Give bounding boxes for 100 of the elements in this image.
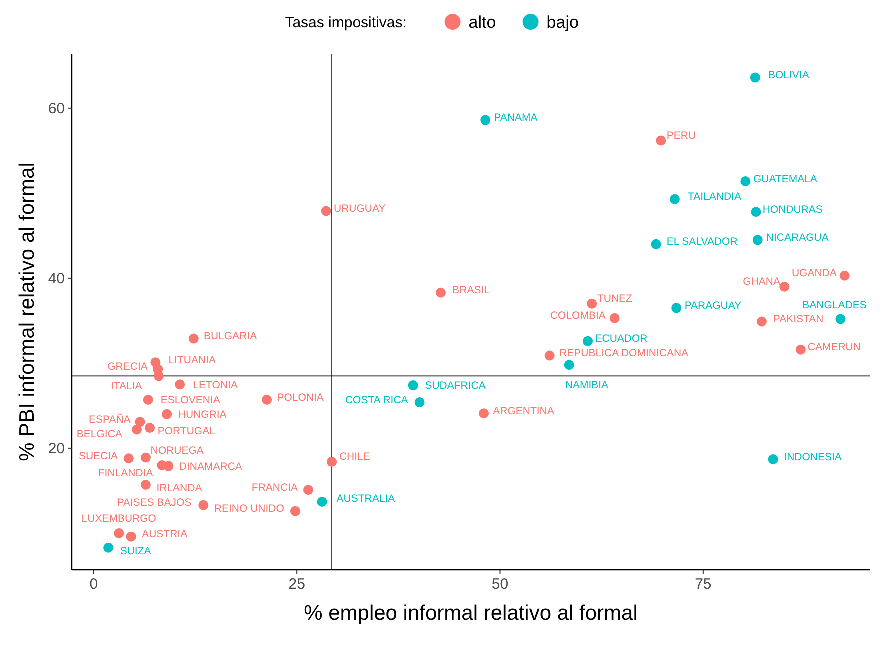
point	[564, 360, 574, 370]
annotation: COLOMBIA	[550, 310, 606, 322]
point	[140, 480, 151, 490]
point	[414, 398, 425, 408]
point	[175, 380, 186, 390]
annotation: URUGUAY	[334, 203, 386, 216]
annotation: CHILE	[339, 451, 370, 464]
annotation: SUECIA	[78, 450, 118, 462]
y-axis-title: % PBI informal relativo al formal	[16, 162, 39, 462]
annotation: LUXEMBURGO	[82, 513, 156, 526]
point	[327, 457, 338, 468]
annotation: PANAMA	[494, 112, 538, 124]
point	[610, 313, 620, 324]
annotation: INDONESIA	[784, 451, 842, 464]
annotation: UGANDA	[792, 268, 837, 280]
annotation: SUDAFRICA	[425, 380, 486, 392]
annotation: ITALIA	[110, 380, 142, 392]
annotation: BELGICA	[76, 428, 122, 440]
annotation: PORTUGAL	[158, 426, 216, 438]
point	[751, 207, 762, 218]
point	[140, 452, 151, 463]
point	[143, 394, 154, 405]
annotation: FRANCIA	[252, 482, 298, 494]
point	[752, 235, 763, 246]
point	[262, 394, 272, 405]
point	[132, 424, 142, 435]
annotation: PAKISTAN	[773, 314, 824, 326]
legend-label: bajo	[546, 12, 579, 32]
y-tick-label: 40	[48, 270, 65, 288]
point	[436, 288, 446, 298]
point	[583, 336, 594, 346]
point	[157, 460, 168, 470]
point	[162, 409, 172, 420]
point	[145, 423, 156, 434]
x-tick-label: 0	[90, 576, 98, 593]
annotation: IRLANDA	[156, 482, 202, 495]
annotation: HUNGRIA	[178, 409, 227, 422]
annotation: ESLOVENIA	[160, 394, 220, 407]
point	[750, 72, 760, 83]
annotation: COSTA RICA	[345, 394, 408, 406]
point	[836, 314, 846, 324]
point	[479, 408, 489, 419]
y-tick-label: 20	[48, 440, 65, 458]
point	[408, 380, 418, 391]
point	[303, 485, 314, 496]
x-tick-label: 25	[288, 576, 306, 593]
point	[114, 528, 124, 538]
point	[840, 270, 850, 281]
legend-label: alto	[468, 12, 496, 32]
x-tick-label: 50	[492, 576, 509, 593]
point	[290, 506, 300, 516]
annotation: ARGENTINA	[493, 405, 554, 418]
annotation: HONDURAS	[762, 204, 823, 216]
annotation: LETONIA	[193, 379, 238, 392]
annotation: ESPAÑA	[88, 412, 131, 426]
point	[188, 334, 199, 344]
annotation: ECUADOR	[595, 333, 648, 346]
x-axis-title: % empleo informal relativo al formal	[304, 602, 638, 625]
point	[756, 316, 767, 327]
point	[651, 239, 662, 250]
annotation: CAMERUN	[808, 342, 861, 354]
point	[768, 454, 778, 464]
annotation: BOLIVIA	[768, 70, 810, 82]
point	[480, 115, 491, 126]
annotation: AUSTRALIA	[336, 492, 396, 505]
point	[780, 282, 790, 292]
point	[154, 371, 164, 382]
annotation: LITUANIA	[168, 354, 216, 366]
point	[670, 194, 680, 204]
y-tick-label: 60	[48, 100, 65, 118]
point	[796, 344, 806, 355]
point	[317, 496, 328, 507]
point	[587, 298, 598, 309]
point	[544, 350, 555, 361]
annotation: PERU	[666, 130, 696, 142]
annotation: AUSTRIA	[142, 528, 188, 541]
point	[656, 136, 666, 146]
annotation: TUNEZ	[597, 293, 634, 306]
point	[135, 417, 146, 428]
point	[321, 206, 332, 216]
annotation: REPUBLICA DOMINICANA	[560, 348, 689, 360]
annotation: GRECIA	[108, 361, 148, 374]
annotation: BRASIL	[452, 284, 490, 297]
point	[126, 532, 136, 542]
annotation: TAILANDIA	[688, 191, 742, 204]
annotation: NORUEGA	[150, 444, 204, 457]
annotation: GHANA	[743, 276, 780, 288]
annotation: PAISES BAJOS	[117, 497, 192, 510]
annotation: GUATEMALA	[753, 173, 818, 186]
point	[198, 500, 209, 510]
annotation: NAMIBIA	[565, 380, 609, 392]
point	[672, 303, 682, 314]
annotation: BULGARIA	[204, 330, 258, 343]
annotation: DINAMARCA	[179, 460, 242, 473]
annotation: REINO UNIDO	[214, 503, 284, 516]
point	[104, 542, 114, 553]
annotation: NICARAGUA	[766, 232, 829, 244]
x-tick-label: 75	[695, 576, 712, 593]
point	[124, 454, 134, 464]
annotation: EL SALVADOR	[666, 236, 738, 248]
